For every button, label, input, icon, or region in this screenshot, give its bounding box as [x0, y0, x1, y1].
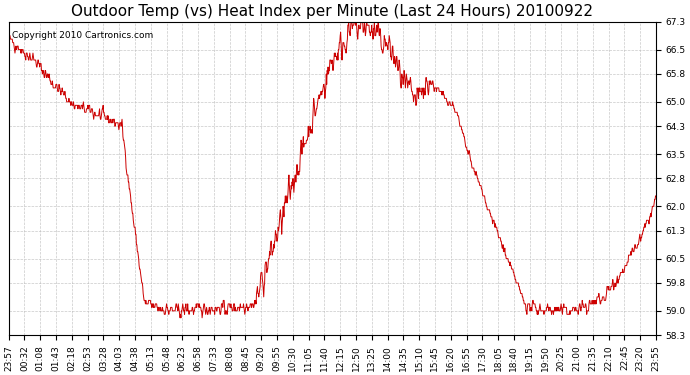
Title: Outdoor Temp (vs) Heat Index per Minute (Last 24 Hours) 20100922: Outdoor Temp (vs) Heat Index per Minute … [71, 4, 593, 19]
Text: Copyright 2010 Cartronics.com: Copyright 2010 Cartronics.com [12, 31, 153, 40]
